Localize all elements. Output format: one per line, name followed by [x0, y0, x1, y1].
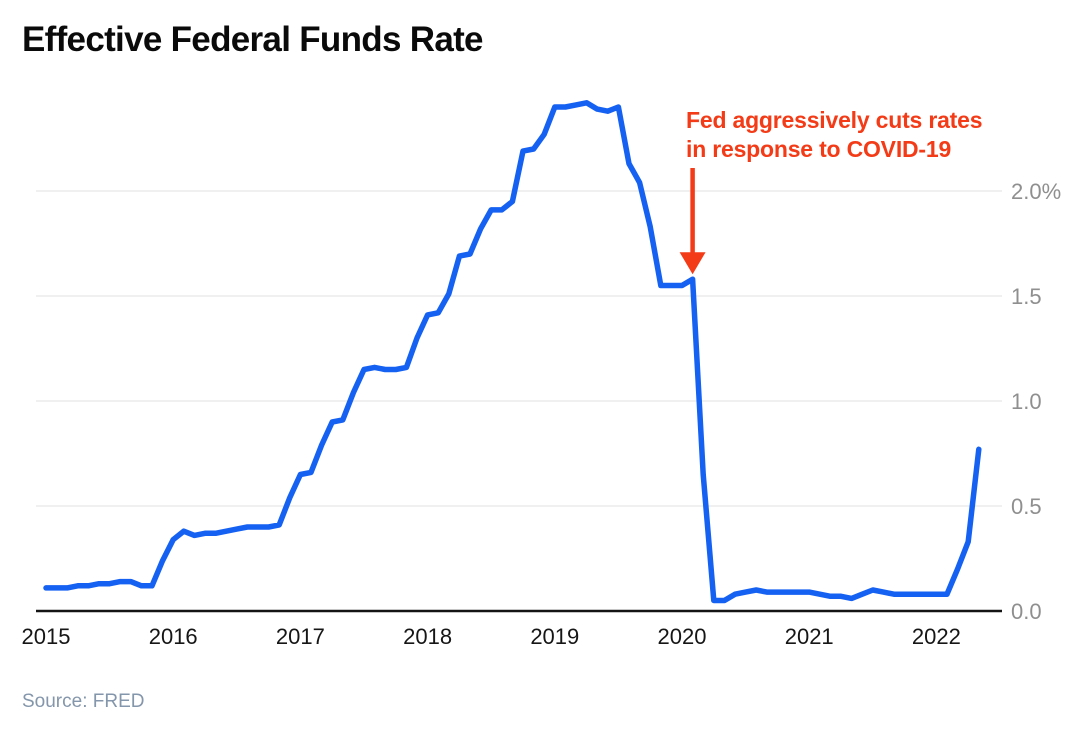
x-tick-label: 2022: [912, 624, 961, 649]
covid-annotation-line2: in response to COVID-19: [686, 135, 952, 162]
annotation-arrow-head: [679, 252, 706, 275]
x-tick-label: 2018: [403, 624, 452, 649]
x-tick-label: 2020: [658, 624, 707, 649]
covid-annotation: Fed aggressively cuts rates in response …: [686, 106, 983, 163]
x-tick-label: 2016: [149, 624, 198, 649]
source-note: Source: FRED: [22, 691, 145, 712]
y-tick-label: 1.5: [1011, 284, 1042, 309]
covid-annotation-line1: Fed aggressively cuts rates: [686, 107, 983, 133]
effr-data-line: [43, 100, 982, 604]
page-title: Effective Federal Funds Rate: [22, 20, 484, 59]
x-tick-label: 2017: [276, 624, 325, 649]
y-tick-label: 1.0: [1011, 389, 1042, 414]
x-tick-label: 2021: [785, 624, 834, 649]
y-tick-label: 0.0: [1011, 599, 1042, 624]
x-tick-label: 2015: [22, 624, 71, 649]
y-tick-label: 2.0%: [1011, 179, 1061, 204]
y-tick-label: 0.5: [1011, 494, 1042, 519]
x-tick-label: 2019: [530, 624, 579, 649]
